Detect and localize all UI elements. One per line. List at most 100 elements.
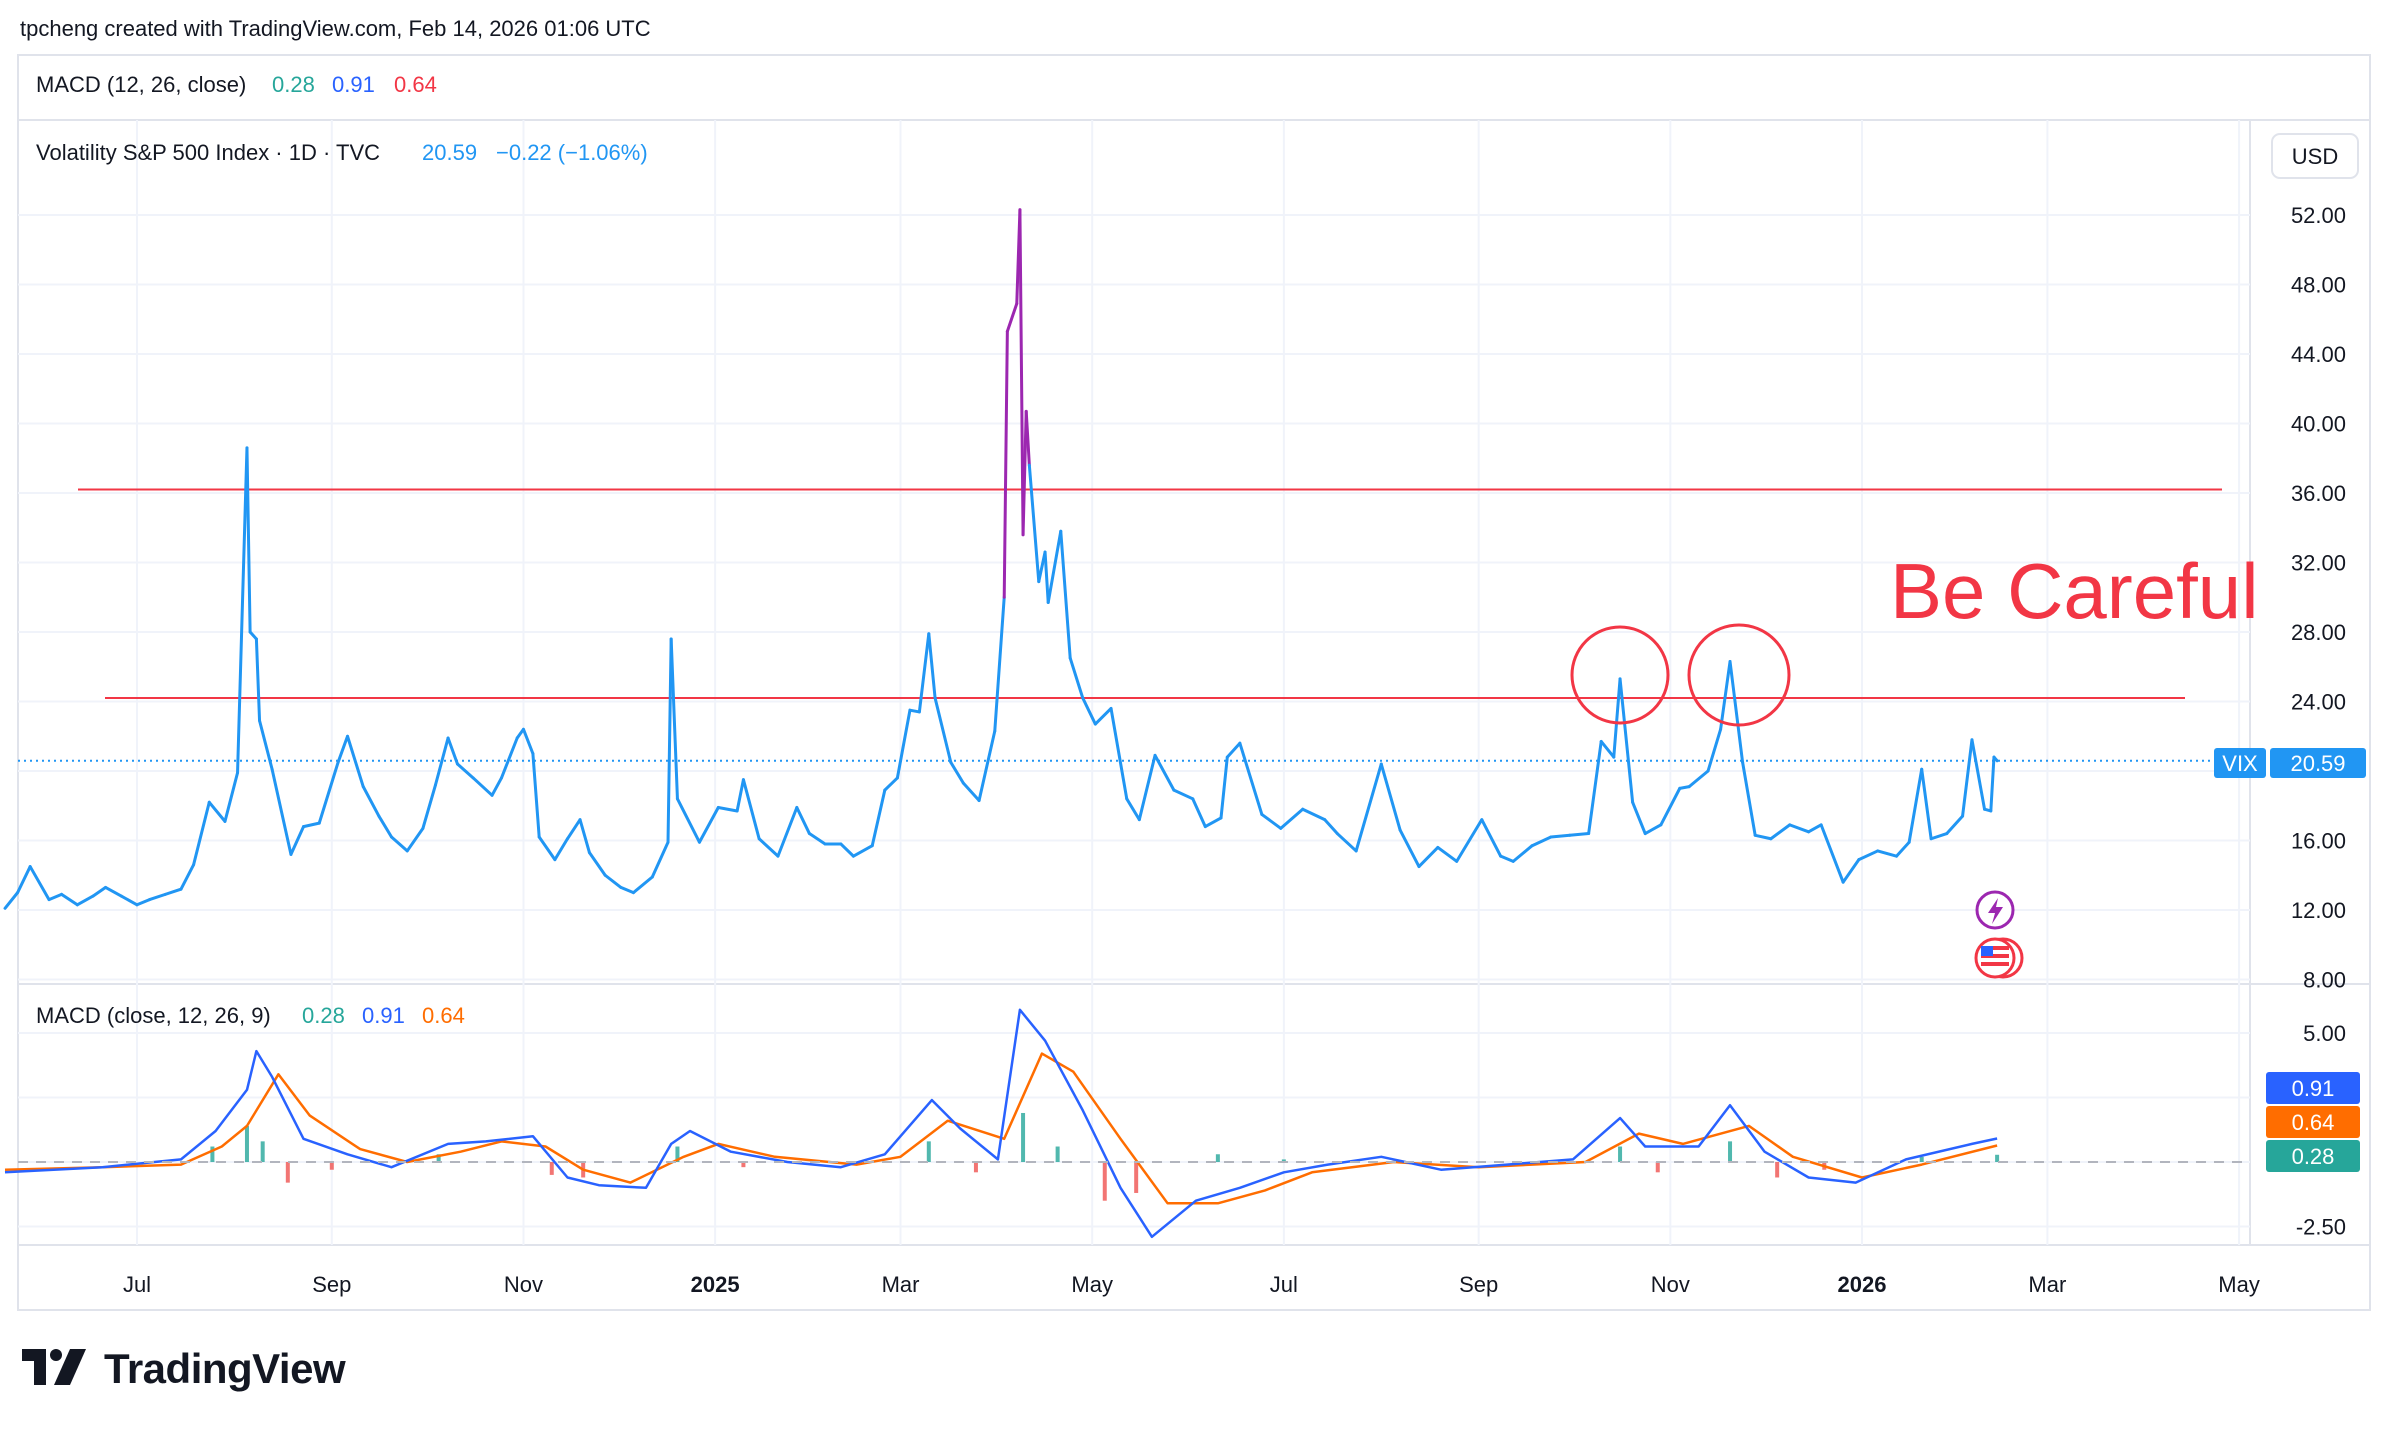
histogram-bar — [1134, 1162, 1139, 1193]
vix-segment — [757, 837, 780, 858]
macd-axis-tick-label: 5.00 — [2303, 1021, 2346, 1046]
histogram-bar — [675, 1146, 680, 1162]
vix-segment — [302, 821, 321, 829]
vix-segment — [104, 885, 123, 898]
macd-legend-value-2: 0.91 — [332, 72, 375, 97]
vix-segment — [245, 446, 252, 634]
histogram-bar — [260, 1141, 265, 1162]
vix-segment — [1895, 840, 1911, 858]
vix-segment — [993, 595, 1006, 733]
peak-circle-nov — [1687, 623, 1791, 727]
tradingview-logo[interactable]: TradingView — [22, 1345, 346, 1393]
vix-symbol-tag: VIX — [2222, 751, 2258, 776]
vix-segment — [1335, 832, 1358, 853]
vix-value-tag-bg — [2270, 748, 2366, 778]
vix-segment — [1631, 800, 1647, 836]
vix-segment — [148, 892, 167, 902]
vix-segment — [531, 752, 541, 839]
symbol-legend[interactable]: Volatility S&P 500 Index · 1D · TVC 20.5… — [36, 140, 648, 165]
time-axis-tick-label: Sep — [1459, 1272, 1498, 1297]
vix-segment — [258, 719, 274, 771]
time-axis-tick-label: 2026 — [1838, 1272, 1887, 1297]
vix-segment — [248, 630, 258, 641]
price-axis-tick-label: 40.00 — [2291, 412, 2346, 437]
vix-segment — [1857, 849, 1880, 862]
histogram-bar — [1102, 1162, 1107, 1201]
lightning-event-icon[interactable] — [1975, 890, 2015, 930]
vix-segment — [1043, 550, 1050, 604]
macd-tag-value: 0.91 — [2292, 1076, 2335, 1101]
last-price-value: 20.59 — [422, 140, 477, 165]
vix-segment — [839, 842, 855, 858]
vix-segment — [1599, 739, 1616, 759]
attribution-text: tpcheng created with TradingView.com, Fe… — [20, 16, 651, 41]
vix-segment — [390, 835, 409, 853]
vix-segment — [1807, 823, 1823, 834]
macd-legend-top[interactable]: MACD (12, 26, close) 0.28 0.91 0.64 — [36, 72, 437, 97]
grid — [18, 120, 2250, 1245]
macd-axis-tick-label: -2.50 — [2296, 1215, 2346, 1240]
price-axis-tick-label: 16.00 — [2291, 829, 2346, 854]
tradingview-logo-text: TradingView — [104, 1345, 346, 1392]
histogram-bar — [549, 1162, 554, 1175]
macd-pane-legend[interactable]: MACD (close, 12, 26, 9) 0.28 0.91 0.64 — [36, 1003, 465, 1028]
vix-segment — [1992, 755, 1999, 763]
vix-segment — [16, 865, 32, 895]
currency-button-bg[interactable] — [2271, 133, 2359, 179]
time-axis-tick-label: Mar — [882, 1272, 920, 1297]
time-axis-tick-label: May — [1071, 1272, 1113, 1297]
vix-segment — [60, 892, 79, 907]
vix-segment — [1024, 409, 1031, 467]
histogram-bar — [1215, 1154, 1220, 1162]
vix-segment — [807, 832, 827, 846]
price-axis-tick-label: 8.00 — [2303, 968, 2346, 993]
histogram-bar — [1055, 1146, 1060, 1162]
vix-segment — [619, 885, 635, 895]
vix-segment — [1417, 845, 1440, 869]
vix-segment — [223, 771, 240, 823]
vix-segment — [289, 825, 306, 856]
hist-tag-value: 0.28 — [2292, 1144, 2335, 1169]
vix-segment — [1260, 812, 1283, 830]
vix-segment — [1480, 818, 1503, 858]
vix-segment — [1238, 741, 1264, 816]
annotation-text: Be Careful — [1890, 547, 2259, 635]
macd-pane-value-1: 0.28 — [302, 1003, 345, 1028]
vix-segment — [1323, 818, 1339, 836]
vix-segment — [1970, 738, 1987, 811]
vix-segment — [1719, 660, 1732, 731]
macd-tag-bg — [2266, 1072, 2360, 1104]
macd-pane-legend-label: MACD (close, 12, 26, 9) — [36, 1003, 271, 1028]
vix-segment — [1499, 854, 1515, 863]
currency-button[interactable]: USD — [2271, 133, 2359, 179]
price-axis-tick-label: 36.00 — [2291, 481, 2346, 506]
vix-segment — [1920, 767, 1933, 841]
histogram-bar — [973, 1162, 978, 1173]
time-axis-tick-label: Nov — [1651, 1272, 1690, 1297]
vix-segment — [675, 797, 701, 844]
vix-segment — [735, 778, 745, 813]
vix-segment — [433, 736, 450, 787]
us-flag-event-icon[interactable] — [1974, 937, 2024, 979]
time-axis-tick-label: Sep — [312, 1272, 351, 1297]
vix-segment — [1046, 529, 1063, 604]
vix-segment — [1945, 814, 1965, 836]
vix-segment — [1841, 858, 1861, 884]
vix-segment — [377, 814, 394, 839]
macd-line — [4, 1008, 1998, 1239]
symbol-label: Volatility S&P 500 Index · 1D · TVC — [36, 140, 380, 165]
vix-symbol-tag-bg — [2214, 748, 2266, 778]
price-axis-tick-label: 44.00 — [2291, 342, 2346, 367]
vix-segment — [405, 826, 425, 853]
histogram-bar — [1655, 1162, 1660, 1173]
vix-segment — [1068, 656, 1085, 700]
vix-segment — [666, 637, 673, 844]
vix-segment — [179, 863, 196, 891]
vix-segment — [917, 632, 931, 714]
vix-segment — [1907, 767, 1924, 844]
vix-segment — [1769, 823, 1792, 841]
vix-segment — [1618, 677, 1635, 804]
vix-segment — [1354, 762, 1383, 853]
vix-segment — [776, 805, 799, 858]
macd-pane-value-2: 0.91 — [362, 1003, 405, 1028]
